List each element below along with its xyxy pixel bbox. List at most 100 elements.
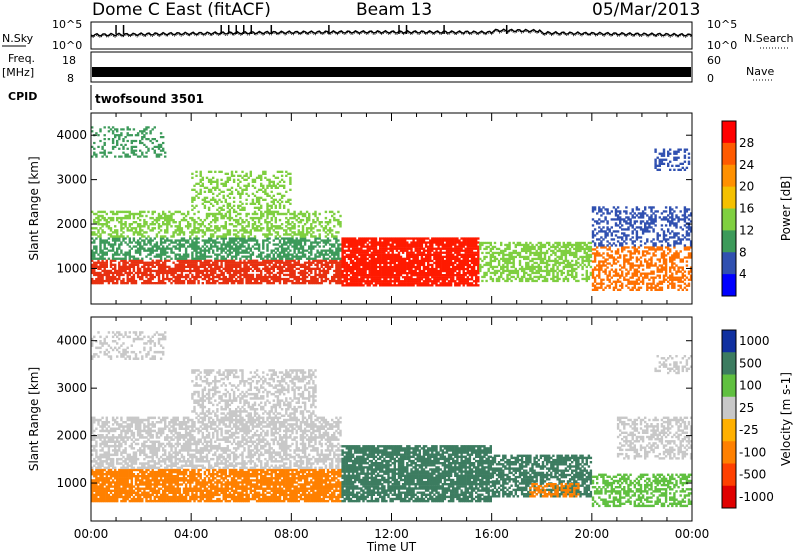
heatmap-cell: [489, 243, 492, 247]
heatmap-cell: [397, 272, 401, 275]
heatmap-cell: [193, 263, 196, 266]
heatmap-cell: [260, 174, 263, 177]
heatmap-cell: [333, 255, 336, 258]
heatmap-cell: [109, 128, 113, 131]
heatmap-cell: [491, 279, 495, 283]
heatmap-cell: [162, 247, 165, 250]
heatmap-cell: [533, 251, 536, 255]
heatmap-cell: [174, 221, 177, 224]
heatmap-cell: [312, 227, 315, 230]
heatmap-cell: [162, 249, 165, 252]
heatmap-cell: [320, 282, 323, 285]
heatmap-cell: [485, 279, 488, 283]
heatmap-cell: [362, 239, 365, 242]
heatmap-cell: [168, 210, 171, 214]
heatmap-cell: [255, 196, 259, 199]
heatmap-cell: [385, 263, 388, 267]
heatmap-cell: [393, 261, 396, 265]
heatmap-cell: [274, 216, 277, 220]
heatmap-cell: [439, 261, 442, 265]
heatmap-cell: [170, 267, 173, 270]
heatmap-cell: [441, 267, 444, 271]
heatmap-cell: [308, 218, 311, 222]
heatmap-cell: [162, 251, 165, 254]
heatmap-cell: [280, 212, 284, 216]
heatmap-cell: [253, 261, 257, 264]
heatmap-cell: [134, 261, 138, 264]
heatmap-cell: [433, 251, 436, 254]
heatmap-cell: [351, 263, 355, 267]
heatmap-cell: [412, 241, 415, 244]
heatmap-cell: [178, 245, 181, 248]
heatmap-cell: [337, 279, 340, 283]
heatmap-cell: [147, 277, 150, 281]
heatmap-cell: [316, 249, 319, 252]
heatmap-cell: [314, 273, 317, 277]
heatmap-cell: [391, 269, 394, 273]
heatmap-cell: [174, 263, 177, 266]
heatmap-cell: [178, 261, 181, 264]
heatmap-cell: [262, 251, 265, 254]
heatmap-cell: [189, 271, 192, 275]
heatmap-cell: [472, 261, 476, 265]
heatmap-cell: [91, 257, 94, 260]
heatmap-cell: [111, 275, 115, 279]
heatmap-cell: [101, 214, 104, 218]
heatmap-cell: [120, 279, 123, 283]
heatmap-cell: [241, 245, 244, 248]
heatmap-cell: [433, 267, 436, 271]
heatmap-cell: [105, 259, 108, 262]
heatmap-cell: [172, 271, 175, 275]
heatmap-cell: [466, 239, 469, 242]
heatmap-cell: [308, 214, 311, 218]
heatmap-cell: [316, 273, 319, 277]
heatmap-cell: [253, 221, 257, 224]
heatmap-cell: [320, 279, 323, 283]
heatmap-cell: [376, 282, 380, 285]
heatmap-cell: [201, 255, 204, 258]
heatmap-cell: [285, 249, 288, 252]
heatmap-cell: [226, 267, 229, 270]
heatmap-cell: [272, 259, 275, 262]
heatmap-cell: [548, 271, 551, 275]
heatmap-cell: [257, 277, 261, 281]
heatmap-cell: [401, 265, 405, 269]
heatmap-cell: [239, 277, 242, 281]
heatmap-cell: [216, 184, 219, 187]
heatmap-cell: [230, 251, 234, 254]
heatmap-cell: [107, 225, 111, 228]
heatmap-cell: [105, 279, 108, 283]
heatmap-cell: [347, 282, 351, 285]
heatmap-cell: [287, 233, 290, 236]
heatmap-cell: [207, 208, 211, 211]
heatmap-cell: [287, 241, 290, 244]
heatmap-cell: [151, 229, 154, 232]
heatmap-cell: [105, 212, 108, 216]
heatmap-cell: [278, 251, 282, 254]
heatmap-cell: [514, 245, 517, 249]
heatmap-cell: [178, 249, 181, 252]
heatmap-cell: [109, 218, 113, 222]
heatmap-cell: [224, 277, 227, 281]
heatmap-cell: [435, 265, 438, 269]
heatmap-cell: [418, 267, 421, 271]
heatmap-cell: [341, 255, 344, 258]
heatmap-cell: [337, 231, 340, 234]
heatmap-cell: [93, 279, 96, 283]
heatmap-cell: [197, 231, 200, 234]
heatmap-cell: [435, 276, 438, 279]
heatmap-cell: [301, 245, 305, 248]
heatmap-cell: [201, 265, 204, 268]
heatmap-cell: [91, 210, 94, 214]
heatmap-cell: [162, 216, 165, 220]
heatmap-cell: [195, 243, 198, 246]
heatmap-cell: [581, 265, 584, 269]
heatmap-cell: [114, 212, 117, 216]
heatmap-cell: [141, 153, 144, 156]
heatmap-cell: [247, 235, 250, 238]
heatmap-cell: [274, 231, 277, 234]
heatmap-cell: [297, 261, 300, 264]
heatmap-cell: [97, 214, 100, 218]
heatmap-cell: [191, 282, 194, 285]
heatmap-cell: [345, 249, 348, 252]
